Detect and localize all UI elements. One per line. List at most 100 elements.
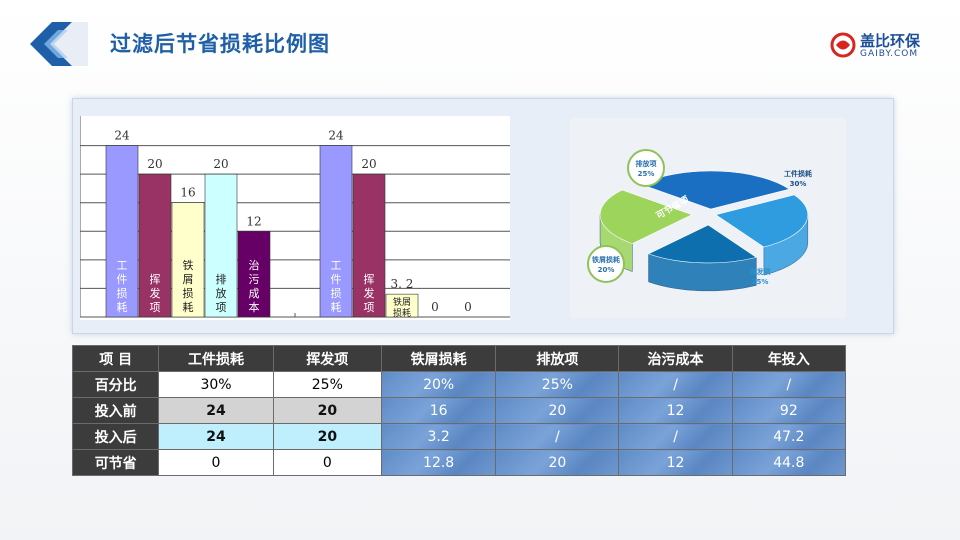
category-label: 成	[249, 287, 260, 300]
table-header-cell: 治污成本	[618, 345, 733, 372]
table-cell: 24	[158, 397, 274, 424]
bar-chart: 24工件损耗20挥发项16铁屑损耗20排放项12治污成本24工件损耗20挥发项3…	[80, 116, 510, 320]
pie-label: 铁屑损耗	[592, 255, 620, 264]
category-label: 耗	[331, 301, 342, 314]
row-label: 可节省	[71, 449, 160, 476]
table-header-cell: 年投入	[731, 345, 847, 372]
table-cell: 25%	[495, 371, 620, 398]
data-label: 0	[431, 300, 439, 314]
table-header-cell: 工件损耗	[158, 345, 274, 372]
data-label: 20	[213, 157, 228, 171]
table-cell: 3.2	[380, 423, 497, 450]
category-label: 损	[117, 286, 128, 300]
pie-label: 排放项	[636, 159, 657, 168]
data-label: 12	[246, 214, 261, 228]
category-label: 件	[331, 273, 342, 286]
table-cell: /	[495, 423, 620, 450]
category-label: 发	[150, 286, 161, 300]
category-label: 项	[364, 301, 375, 314]
category-label: 损	[183, 286, 194, 300]
category-label: 治	[249, 258, 260, 272]
table-cell: 20	[272, 423, 382, 450]
pie-pct: 20%	[598, 266, 615, 274]
bar	[171, 202, 205, 318]
table-cell: 30%	[158, 371, 274, 398]
pie-label-ring	[587, 245, 625, 283]
category-label: 工	[117, 259, 128, 272]
table-row: 投入前 24 20 16 20 12 92	[71, 397, 847, 424]
table-cell: 20	[495, 449, 620, 476]
category-label: 耗	[183, 301, 194, 314]
pie-slice	[647, 224, 758, 264]
pie-slice	[715, 194, 809, 248]
pie-pct: 25%	[752, 278, 769, 286]
table-cell: 24	[158, 423, 274, 450]
category-label: 发	[364, 286, 375, 300]
table-header-cell: 项 目	[71, 345, 160, 372]
bar	[385, 293, 419, 318]
table-cell: 25%	[272, 371, 382, 398]
table-row: 可节省 0 0 12.8 20 12 44.8	[71, 449, 847, 476]
bar	[204, 173, 238, 318]
data-label: 16	[180, 186, 195, 200]
pie-label: 挥发项	[750, 267, 771, 276]
table-cell: 0	[272, 449, 382, 476]
category-label: 项	[216, 301, 227, 314]
pie-slice	[599, 189, 693, 244]
data-label: 24	[114, 129, 130, 143]
category-label: 本	[249, 300, 260, 314]
table-cell: 20	[272, 397, 382, 424]
pie-pct: 25%	[638, 170, 655, 178]
chevron-logo-icon	[30, 22, 88, 66]
table-cell: 44.8	[731, 449, 847, 476]
bar	[319, 145, 353, 318]
category-label: 挥	[150, 273, 161, 286]
table-header-row: 项 目 工件损耗 挥发项 铁屑损耗 排放项 治污成本 年投入	[71, 345, 847, 372]
brand-sub: GAIBY.COM	[860, 49, 919, 59]
row-label: 投入前	[71, 397, 160, 424]
table-cell: 12	[618, 449, 733, 476]
cost-table: 项 目 工件损耗 挥发项 铁屑损耗 排放项 治污成本 年投入 百分比 30% 2…	[71, 345, 847, 476]
table-cell: 12	[618, 397, 733, 424]
category-label: 挥	[364, 273, 375, 286]
table-cell: /	[618, 423, 733, 450]
pie-label-ring	[627, 149, 665, 187]
table-row: 百分比 30% 25% 20% 25% / /	[71, 371, 847, 398]
data-label: 20	[147, 157, 162, 171]
table-cell: 12.8	[380, 449, 497, 476]
brand-logo: 盖比环保 GAIBY.COM	[830, 30, 930, 64]
category-label: 放	[216, 286, 227, 300]
brand-swirl-icon	[830, 32, 856, 58]
bar	[352, 173, 386, 318]
bar	[105, 145, 139, 318]
data-label: 24	[328, 129, 344, 143]
row-label: 投入后	[71, 423, 160, 450]
data-label: 20	[361, 157, 376, 171]
table-cell: /	[731, 371, 847, 398]
pie-label: 工件损耗	[784, 169, 812, 178]
table-cell: 20%	[380, 371, 497, 398]
bar	[138, 173, 172, 318]
table-header-cell: 铁屑损耗	[380, 345, 497, 372]
table-header-cell: 挥发项	[272, 345, 382, 372]
category-label: 项	[150, 301, 161, 314]
category-label: 损	[331, 286, 342, 300]
table-cell: 47.2	[731, 423, 847, 450]
category-label: 损耗	[393, 307, 411, 319]
bar	[237, 230, 271, 318]
page-title: 过滤后节省损耗比例图	[110, 32, 330, 56]
table-cell: /	[618, 371, 733, 398]
pie-pct: 30%	[790, 180, 807, 188]
category-label: 件	[117, 273, 128, 286]
category-label: 污	[249, 273, 260, 286]
category-label: 工	[331, 259, 342, 272]
data-label: 3. 2	[391, 277, 414, 291]
category-label: 排	[216, 272, 227, 286]
brand-name: 盖比环保	[860, 32, 921, 50]
table-cell: 92	[731, 397, 847, 424]
data-label: 0	[464, 300, 472, 314]
table-cell: 20	[495, 397, 620, 424]
category-label: 屑	[183, 273, 194, 286]
row-label: 百分比	[71, 371, 160, 398]
